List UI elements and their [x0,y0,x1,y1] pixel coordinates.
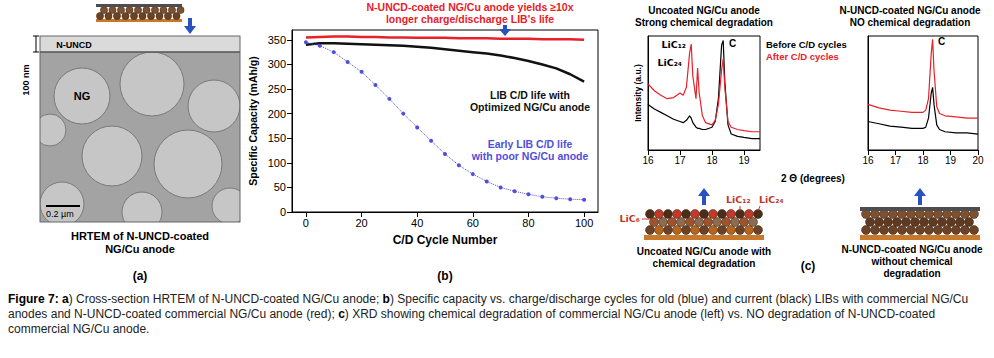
svg-text:N-UNCD: N-UNCD [56,40,92,50]
svg-text:18: 18 [706,155,718,166]
svg-text:50: 50 [274,181,286,193]
svg-text:20: 20 [355,217,367,229]
svg-text:0: 0 [280,206,286,218]
svg-text:(c): (c) [801,259,816,273]
svg-text:C: C [729,38,736,49]
svg-text:20: 20 [972,155,984,166]
svg-text:0: 0 [303,217,309,229]
svg-text:HRTEM of N-UNCD-coated: HRTEM of N-UNCD-coated [71,230,209,242]
svg-text:degradation: degradation [883,268,940,279]
svg-text:16: 16 [642,155,654,166]
svg-text:with poor NG/Cu anode: with poor NG/Cu anode [471,150,589,162]
svg-text:250: 250 [268,83,286,95]
svg-text:40: 40 [411,217,423,229]
svg-text:After C/D cycles: After C/D cycles [766,51,839,62]
svg-text:Before C/D cycles: Before C/D cycles [766,39,847,50]
svg-text:N-UNCD-coated NG/Cu anode: N-UNCD-coated NG/Cu anode [839,5,981,16]
svg-text:chemical degradation: chemical degradation [653,258,756,269]
svg-text:150: 150 [268,132,286,144]
svg-text:LiC₆: LiC₆ [620,213,640,224]
svg-text:LiC₂₄: LiC₂₄ [657,57,682,68]
svg-text:200: 200 [268,108,286,120]
svg-text:C: C [938,36,945,47]
svg-text:80: 80 [522,217,534,229]
svg-text:350: 350 [268,34,286,46]
svg-text:Optimized NG/Cu anode: Optimized NG/Cu anode [470,101,590,113]
svg-text:Early LIB C/D life: Early LIB C/D life [488,138,573,150]
svg-text:300: 300 [268,58,286,70]
svg-text:100 nm: 100 nm [21,64,31,95]
svg-text:(b): (b) [437,269,452,283]
svg-text:100: 100 [575,217,593,229]
svg-text:NO chemical degradation: NO chemical degradation [850,17,971,28]
svg-text:N-UNCD-coated NG/Cu anode yiel: N-UNCD-coated NG/Cu anode yields ≥10x [366,1,573,13]
svg-text:LiC₁₂: LiC₁₂ [726,194,751,205]
svg-text:LiC₂₄: LiC₂₄ [759,194,784,205]
svg-text:60: 60 [467,217,479,229]
svg-text:Intensity (a.u.): Intensity (a.u.) [633,64,643,122]
svg-text:(a): (a) [133,269,148,283]
svg-text:19: 19 [945,155,957,166]
svg-text:17: 17 [890,155,902,166]
svg-text:LiC₁₂: LiC₁₂ [661,39,686,50]
svg-text:NG: NG [74,90,91,102]
svg-text:LIB C/D life with: LIB C/D life with [490,89,570,101]
svg-text:C/D Cycle Number: C/D Cycle Number [393,233,498,247]
svg-text:16: 16 [862,155,874,166]
svg-text:Specific Capacity (mAh/g): Specific Capacity (mAh/g) [247,56,259,186]
svg-text:2 Θ (degrees): 2 Θ (degrees) [781,173,845,184]
html-text:Figure 7: a) Cross-section HRT: Figure 7: a) Cross-section HRTEM of N-UN… [8,292,969,336]
svg-text:19: 19 [738,155,750,166]
svg-text:0.2 µm: 0.2 µm [46,209,74,219]
svg-text:Strong chemical degradation: Strong chemical degradation [635,17,773,28]
svg-text:18: 18 [917,155,929,166]
svg-text:NG/Cu anode: NG/Cu anode [105,243,175,255]
svg-text:17: 17 [674,155,686,166]
svg-text:100: 100 [268,157,286,169]
svg-text:longer charge/discharge LIB's: longer charge/discharge LIB's life [386,13,554,25]
svg-text:Uncoated NG/Cu anode with: Uncoated NG/Cu anode with [637,246,771,257]
svg-text:without chemical: without chemical [870,256,952,267]
svg-text:N-UNCD-coated NG/Cu anode: N-UNCD-coated NG/Cu anode [841,244,983,255]
svg-text:Uncoated NG/Cu anode: Uncoated NG/Cu anode [648,5,760,16]
